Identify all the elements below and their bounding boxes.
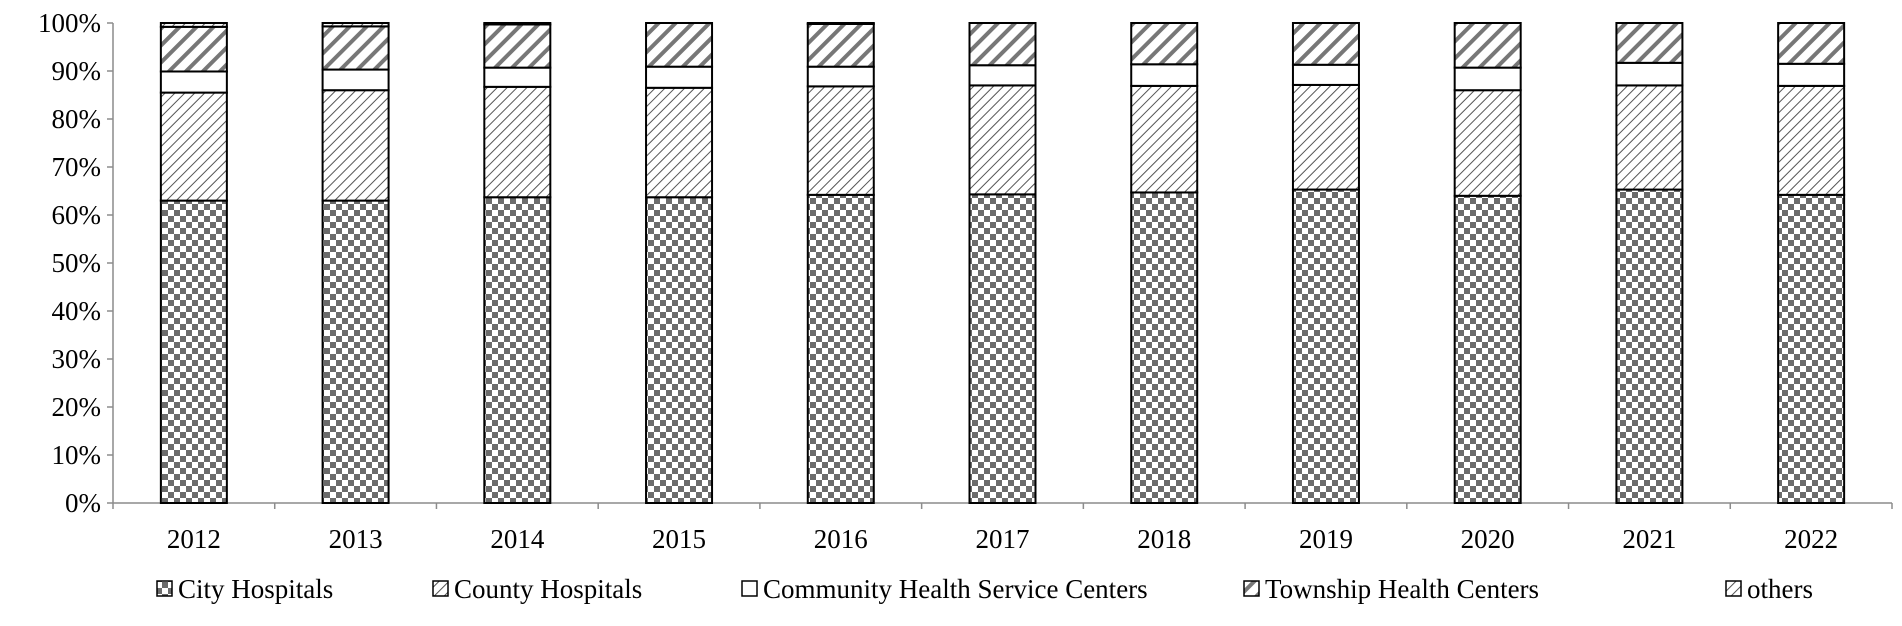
x-tick-label: 2017 [976,524,1030,554]
bar-segment [321,89,390,202]
bar-segment [1615,188,1684,504]
bar-segment [645,22,714,68]
legend-label: City Hospitals [178,574,333,604]
x-tick-label: 2016 [814,524,868,554]
bar-segment [483,23,552,69]
bar-segment [645,196,714,505]
bar-segment [968,22,1037,67]
x-tick-label: 2019 [1299,524,1353,554]
bar-segment [1453,22,1522,69]
y-tick-label: 30% [52,344,102,374]
legend-swatch [156,580,173,597]
y-axis-labels: 0% 10% 20% 30% 40% 50% 60% 70% 80% 90% 100% [38,8,101,518]
bar-segment [321,199,390,504]
bar-segment [1777,193,1846,504]
bar-segment [321,68,390,92]
bar-segment [968,193,1037,505]
x-tick-label: 2014 [490,524,545,554]
x-axis-labels: 2012 2013 2014 2015 2016 2017 2018 2019 2020 2021… [167,524,1838,554]
y-tick-label: 20% [52,392,102,422]
bar-segment [159,22,228,28]
bar-segment [1777,62,1846,87]
bar-segment [1615,84,1684,191]
x-tick-label: 2022 [1784,524,1838,554]
bar-segment [483,85,552,199]
bar-segment [1130,22,1199,66]
bar-segment [159,199,228,504]
bar-segment [1615,22,1684,64]
bar-segment [1615,61,1684,87]
bar-segment [1453,89,1522,197]
legend-label: County Hospitals [454,574,642,604]
bar-segment [1291,22,1360,66]
legend-swatch [432,580,449,597]
bar-segment [1453,194,1522,505]
bar-segment [806,22,875,68]
bar-segment [806,22,875,25]
y-tick-label: 100% [38,8,101,38]
bar-segment [1130,191,1199,504]
bar-segment [1291,188,1360,504]
bars [159,22,1846,505]
legend-swatch [1725,580,1742,597]
bar-segment [483,22,552,26]
bar-segment [321,22,390,28]
x-tick-label: 2015 [652,524,706,554]
bar-segment [483,66,552,88]
y-tick-label: 80% [52,104,102,134]
bar-segment [1130,84,1199,194]
y-tick-label: 70% [52,152,102,182]
bar-segment [159,91,228,202]
y-tick-label: 60% [52,200,102,230]
x-tick-label: 2013 [329,524,383,554]
y-tick-label: 50% [52,248,102,278]
x-tick-label: 2012 [167,524,221,554]
bar-segment [321,25,390,71]
bar-segment [159,25,228,73]
x-tick-label: 2020 [1461,524,1515,554]
y-tick-label: 10% [52,440,102,470]
bar-segment [968,64,1037,87]
bar-segment [645,86,714,199]
bar-segment [1777,22,1846,65]
bar-segment [806,85,875,196]
legend-label: Community Health Service Centers [763,574,1148,604]
legend-label: Township Health Centers [1265,574,1539,604]
bar-segment [1130,63,1199,87]
legend-swatch [1243,580,1260,597]
legend-swatch [741,580,758,597]
bar-segment [483,196,552,505]
x-tick-label: 2018 [1137,524,1191,554]
y-tick-label: 0% [65,488,101,518]
bar-segment [806,193,875,504]
bar-segment [806,65,875,88]
bar-segment [1291,63,1360,86]
bar-segment [645,65,714,89]
legend: City Hospitals County Hospitals Community … [156,574,1813,604]
x-tick-label: 2021 [1622,524,1676,554]
bar-segment [1291,83,1360,191]
y-tick-label: 40% [52,296,102,326]
bar-segment [1453,66,1522,92]
bar-segment [968,84,1037,196]
legend-label: others [1747,574,1813,604]
bar-segment [1777,84,1846,196]
y-tick-label: 90% [52,56,102,86]
bar-segment [159,70,228,94]
